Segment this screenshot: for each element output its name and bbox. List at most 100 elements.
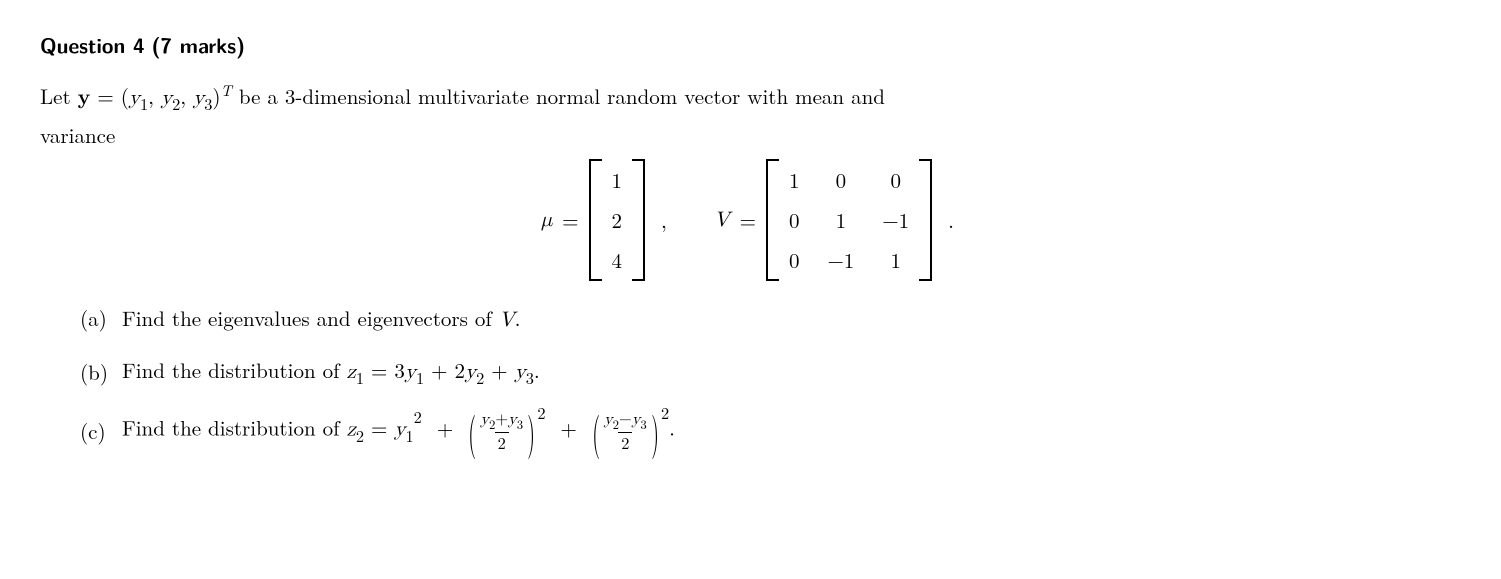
b-plus2: + <box>484 355 514 385</box>
c-term3: (y2−y32) <box>592 410 659 452</box>
c-f2-den: 2 <box>618 432 632 451</box>
part-a-V: V <box>499 310 515 331</box>
bracket-right <box>919 159 932 281</box>
y3-sub: 3 <box>204 92 212 115</box>
v-eq: = <box>740 205 756 235</box>
intro-line2: variance <box>40 120 1461 152</box>
v-12: 0 <box>836 165 847 195</box>
part-a-body: Find the eigenvalues and eigenvectors of… <box>122 303 520 333</box>
transpose-T: T <box>221 78 232 101</box>
intro-tail: be a 3-dimensional multivariate normal r… <box>232 81 885 111</box>
z1-sub: 1 <box>356 366 364 389</box>
c-f1-num: y2+y3 <box>477 409 526 432</box>
y3-var: y <box>193 88 204 109</box>
b-y3s: 3 <box>526 366 534 389</box>
vector-y: y <box>78 81 91 111</box>
f2-minus: − <box>619 406 632 429</box>
b-plus1: + 2 <box>424 355 465 385</box>
intro-text: Let y = (y1, y2, y3)T be a 3-dimensional… <box>40 78 1461 116</box>
mu-matrix: 1 2 4 <box>589 159 646 281</box>
f1-y2s: 2 <box>489 415 495 433</box>
c-exp2: 2 <box>661 401 669 424</box>
z2-sub: 2 <box>356 424 364 447</box>
mu-2: 2 <box>612 205 623 235</box>
v-13: 0 <box>890 165 901 195</box>
v-symbol: V <box>714 208 730 233</box>
question-marks: (7 marks) <box>152 30 246 60</box>
z1-var: z <box>347 362 356 383</box>
c-plus1: + <box>430 413 460 443</box>
z2-var: z <box>347 420 356 441</box>
c-frac2: y2−y32 <box>601 409 650 451</box>
f2-y2: y <box>604 412 613 428</box>
y2-sub: 2 <box>172 92 180 115</box>
v-33: 1 <box>890 245 901 275</box>
v-11: 1 <box>789 165 800 195</box>
v-32: −1 <box>827 245 854 275</box>
c-f1-den: 2 <box>495 432 509 451</box>
c-exp1: 2 <box>537 401 545 424</box>
c-plus2: + <box>554 413 584 443</box>
c-y1: y <box>394 420 405 441</box>
comma2: , <box>180 81 193 111</box>
sep-comma: , <box>661 205 667 235</box>
v-31: 0 <box>789 245 800 275</box>
trailing-period: . <box>948 205 954 235</box>
f1-y2: y <box>480 412 489 428</box>
bracket-left <box>766 159 779 281</box>
part-a-label: (a) <box>80 303 108 333</box>
v-23: −1 <box>882 205 909 235</box>
parts-list: (a) Find the eigenvalues and eigenvector… <box>80 303 1461 452</box>
matrices-row: μ = 1 2 4 , V = 1 0 0 0 1 −1 0 −1 1 . <box>40 159 1461 281</box>
part-a-text: Find the eigenvalues and eigenvectors of <box>122 303 499 333</box>
v-body: 1 0 0 0 1 −1 0 −1 1 <box>779 159 919 281</box>
f2-y3s: 3 <box>640 415 646 433</box>
part-b-body: Find the distribution of z1 = 3y1 + 2y2 … <box>122 355 540 388</box>
mu-3: 4 <box>612 245 623 275</box>
y1-var: y <box>129 88 140 109</box>
mu-body: 1 2 4 <box>602 159 633 281</box>
intro-eq: = ( <box>90 81 129 111</box>
c-term2: (y2+y32) <box>468 410 535 452</box>
b-dot: . <box>534 355 540 385</box>
v-21: 0 <box>789 205 800 235</box>
c-y1s: 1 <box>405 424 413 447</box>
f1-y3: y <box>508 412 517 428</box>
f2-y2s: 2 <box>613 415 619 433</box>
b-eq: = 3 <box>364 355 405 385</box>
comma1: , <box>148 81 161 111</box>
y2-var: y <box>161 88 172 109</box>
part-c-text: Find the distribution of <box>122 413 347 443</box>
part-b: (b) Find the distribution of z1 = 3y1 + … <box>80 355 1461 388</box>
mu-symbol: μ <box>541 208 552 233</box>
c-frac1: y2+y32 <box>477 409 526 451</box>
b-y1: y <box>405 362 416 383</box>
bracket-right <box>632 159 645 281</box>
part-c-body: Find the distribution of z2 = y12 + (y2+… <box>122 410 675 452</box>
question-label: Question 4 <box>40 30 145 60</box>
mu-eq: = <box>562 205 578 235</box>
v-matrix: 1 0 0 0 1 −1 0 −1 1 <box>766 159 932 281</box>
y1-sub: 1 <box>140 92 148 115</box>
bracket-left <box>589 159 602 281</box>
v-22: 1 <box>836 205 847 235</box>
part-b-label: (b) <box>80 357 108 387</box>
part-a-dot: . <box>515 303 521 333</box>
question-title: Question 4 (7 marks) <box>40 30 1461 60</box>
part-b-text: Find the distribution of <box>122 355 347 385</box>
part-c: (c) Find the distribution of z2 = y12 + … <box>80 410 1461 452</box>
b-y1s: 1 <box>416 366 424 389</box>
intro-let: Let <box>40 81 78 111</box>
c-f2-num: y2−y3 <box>601 409 650 432</box>
c-y1-sq: 2 <box>414 405 422 428</box>
b-y2: y <box>465 362 476 383</box>
b-y3: y <box>515 362 526 383</box>
f1-plus: + <box>495 406 508 429</box>
part-c-label: (c) <box>80 416 108 446</box>
c-eq: = <box>364 413 394 443</box>
part-a: (a) Find the eigenvalues and eigenvector… <box>80 303 1461 333</box>
f1-y3s: 3 <box>517 415 523 433</box>
mu-1: 1 <box>612 165 623 195</box>
c-dot: . <box>669 413 675 443</box>
close-paren: ) <box>212 81 220 111</box>
